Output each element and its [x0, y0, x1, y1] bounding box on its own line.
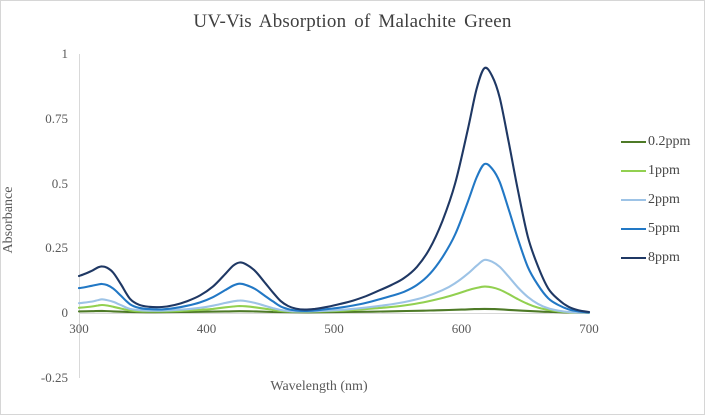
x-tick-label-400: 400: [196, 321, 217, 336]
legend-label: 0.2ppm: [648, 134, 691, 149]
legend-label: 1ppm: [648, 163, 680, 178]
x-tick-label-300: 300: [69, 321, 89, 336]
legend-line-icon: [621, 170, 646, 172]
chart-title: UV-Vis Absorption of Malachite Green: [193, 11, 512, 32]
legend-label: 8ppm: [648, 250, 680, 265]
legend-line-icon: [621, 199, 646, 201]
y-axis-title: Absorbance: [1, 186, 16, 254]
legend-item-8ppm: 8ppm: [621, 250, 680, 266]
legend-line-icon: [621, 257, 646, 259]
x-axis-title: Wavelength (nm): [270, 379, 368, 394]
legend-item-1ppm: 1ppm: [621, 163, 680, 179]
x-tick-label-700: 700: [579, 321, 599, 336]
y-tick-label-0: 0: [61, 305, 69, 320]
legend-item-5ppm: 5ppm: [621, 221, 680, 237]
legend-label: 5ppm: [648, 221, 680, 236]
legend-item-0.2ppm: 0.2ppm: [621, 134, 690, 150]
legend-line-icon: [621, 141, 646, 143]
series-line-5ppm: [77, 162, 591, 314]
x-tick-label-600: 600: [451, 321, 472, 336]
legend-item-2ppm: 2ppm: [621, 192, 680, 208]
y-tick-label-0.5: 0.5: [51, 175, 68, 191]
legend-label: 2ppm: [648, 192, 680, 207]
legend-line-icon: [621, 228, 646, 230]
series-line-8ppm: [77, 66, 591, 314]
x-tick-label-500: 500: [324, 321, 344, 336]
y-tick-label-0.75: 0.75: [45, 110, 68, 126]
y-tick-label--0.25: -0.25: [40, 369, 68, 385]
y-tick-label-1: 1: [61, 46, 69, 61]
y-tick-label-0.25: 0.25: [45, 240, 68, 256]
